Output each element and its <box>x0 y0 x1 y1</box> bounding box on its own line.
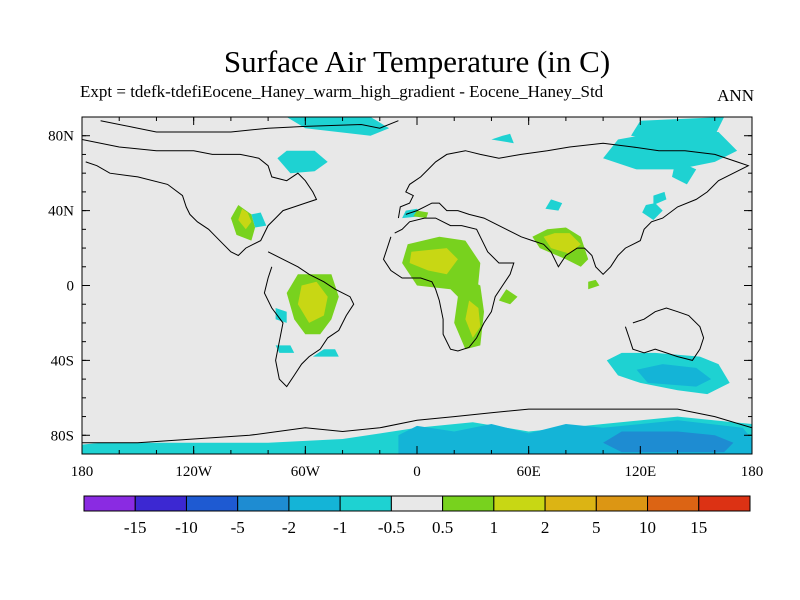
lat-tick-label: 0 <box>67 279 75 295</box>
lon-tick-label: 120W <box>175 464 213 480</box>
lon-tick-label: 120E <box>624 464 656 480</box>
colorbar-swatch <box>237 495 290 512</box>
anomaly-region-arabia <box>498 289 518 305</box>
colorbar-swatch <box>83 495 136 512</box>
longitude-axis: 180 120W 60W 0 60E 120E 180 <box>71 117 764 480</box>
colorbar-swatch <box>595 495 649 512</box>
lon-tick-label: 180 <box>741 464 764 480</box>
anomaly-region-ne-asia-b <box>653 191 667 205</box>
anomaly-region-n-america-west-coast <box>251 212 267 228</box>
anomaly-region-australia-north <box>588 279 600 290</box>
lon-tick-label: 0 <box>413 464 421 480</box>
coastline-4 <box>397 142 750 276</box>
latitude-axis: 80N 40N 0 40S 80S <box>48 116 752 455</box>
colorbar-swatch <box>544 495 597 512</box>
coastline-0 <box>100 120 399 133</box>
colorbar-label: 5 <box>592 518 601 537</box>
coastline-2 <box>263 251 355 388</box>
anomaly-region-arctic-canada <box>286 117 390 136</box>
lon-tick-label: 180 <box>71 464 94 480</box>
colorbar-label: 10 <box>639 518 656 537</box>
coastline-1 <box>82 139 318 257</box>
colorbar-label: 15 <box>690 518 707 537</box>
anomaly-region-ne-asia-a <box>642 203 663 220</box>
colorbar-swatch <box>339 495 392 512</box>
anomaly-region-se-asia <box>545 199 563 211</box>
colorbar-label: 1 <box>490 518 499 537</box>
colorbar-swatch <box>288 495 341 512</box>
colorbar-label: -15 <box>124 518 147 537</box>
anomaly-region-antarctica-deep <box>603 431 734 453</box>
colorbar-swatch <box>493 495 546 512</box>
season-label: ANN <box>717 86 754 105</box>
anomaly-region-andes <box>275 308 287 323</box>
anomaly-region-siberia <box>631 117 725 144</box>
lon-tick-label: 60E <box>517 464 541 480</box>
colorbar-swatch <box>647 495 700 512</box>
lon-tick-label: 60W <box>291 464 321 480</box>
colorbar-swatch <box>185 495 239 512</box>
colorbar-label: 2 <box>541 518 550 537</box>
colorbar-label: -0.5 <box>378 518 405 537</box>
anomaly-region-south-america-core <box>297 281 328 323</box>
anomaly-region-india-core <box>543 233 581 254</box>
anomaly-region-n-america-west-core <box>238 208 252 230</box>
anomaly-region-europe-east <box>491 133 514 144</box>
coastline-6 <box>82 408 752 444</box>
colorbar-label: 0.5 <box>432 518 453 537</box>
colorbar-label: -1 <box>333 518 347 537</box>
colorbar-swatch <box>134 495 187 512</box>
anomaly-region-nw-pacific <box>672 160 697 185</box>
colorbar: -15 -10 -5 -2 -1 -0.5 0.5 1 2 5 10 15 <box>83 495 751 537</box>
experiment-subtitle: Expt = tdefk-tdefiEocene_Haney_warm_high… <box>80 82 604 101</box>
anomaly-region-south-america-south <box>275 345 295 353</box>
colorbar-swatch <box>390 495 444 512</box>
lat-tick-label: 40S <box>51 353 74 369</box>
map-title: Surface Air Temperature (in C) <box>223 44 611 79</box>
anomaly-region-south-atlantic <box>312 349 339 357</box>
coastlines <box>82 120 752 444</box>
anomaly-region-australia-core <box>636 364 712 387</box>
anomaly-region-mediterranean <box>413 210 429 219</box>
colorbar-swatch <box>442 495 495 512</box>
colorbar-label: -10 <box>175 518 198 537</box>
coastline-5 <box>624 307 705 361</box>
coastline-3 <box>382 217 515 352</box>
colorbar-label: -5 <box>231 518 245 537</box>
lat-tick-label: 80S <box>51 428 74 444</box>
anomaly-region-africa-south-core <box>465 300 481 338</box>
colorbar-label: -2 <box>282 518 296 537</box>
lat-tick-label: 40N <box>48 204 74 220</box>
anomaly-region-greenland <box>277 150 328 174</box>
anomaly-region-sahara-core <box>409 248 458 275</box>
colorbar-swatch <box>698 495 751 512</box>
lat-tick-label: 80N <box>48 129 74 145</box>
